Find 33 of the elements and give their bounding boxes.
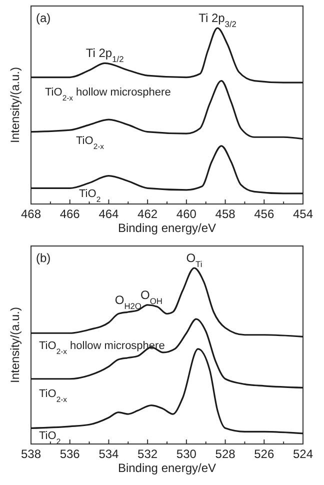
x-tick-label: 524 [292,447,314,461]
annotation: Ti 2p$_{3/2}$ [198,11,237,29]
annotation: O$_{OH}$ [140,288,162,306]
x-axis-title: Binding energy/eV [118,461,216,475]
x-tick-label: 530 [176,447,197,461]
x-tick-label: 466 [60,207,80,221]
series-label: TiO$_{2-x}$ [39,388,68,404]
annotation: O$_{H2O}$ [114,293,142,312]
y-axis-title: Intensity/(a.u.) [8,66,22,144]
x-tick-label: 468 [20,207,42,221]
x-tick-label: 456 [254,207,274,221]
x-tick-label: 464 [98,207,120,221]
x-tick-label: 526 [254,447,274,461]
x-tick-label: 536 [60,447,80,461]
series-label: TiO$_{2}$ [79,188,101,204]
series-label: TiO$_{2-x}$ hollow microsphere [39,340,165,356]
text: (a) [36,11,51,25]
text: (b) [36,251,51,265]
x-tick-label: 534 [98,447,120,461]
x-tick-label: 532 [138,447,158,461]
x-tick-label: 528 [215,447,236,461]
series-label: TiO$_{2-x}$ hollow microsphere [45,86,171,102]
series-label: TiO$_{2-x}$ [76,134,104,150]
series-label: TiO$_{2}$ [39,430,61,446]
annotation: O$_{Ti}$ [186,251,202,269]
x-tick-label: 538 [20,447,42,461]
y-axis-title: Intensity/(a.u.) [8,306,22,384]
x-tick-label: 454 [292,207,314,221]
x-tick-label: 460 [176,207,197,221]
x-axis-title: Binding energy/eV [118,221,216,235]
annotation: Ti 2p$_{1/2}$ [86,46,124,64]
x-tick-label: 458 [215,207,236,221]
x-tick-label: 462 [138,207,158,221]
